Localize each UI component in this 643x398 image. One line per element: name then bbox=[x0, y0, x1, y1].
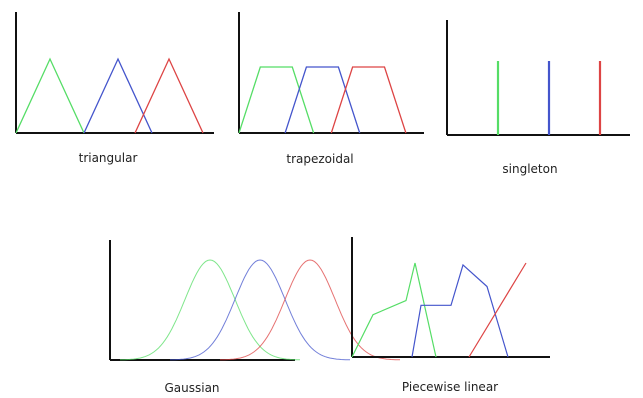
panel-gaussian bbox=[109, 240, 400, 361]
caption-trapezoidal: trapezoidal bbox=[286, 152, 354, 166]
singleton-curves bbox=[496, 61, 602, 135]
panel-piecewise-linear bbox=[351, 237, 550, 358]
caption-gaussian: Gaussian bbox=[164, 381, 220, 395]
piecewise-linear-curves bbox=[351, 262, 527, 358]
gaussian-blue-membership-curve bbox=[170, 259, 350, 361]
piecewise-linear-axes bbox=[351, 237, 550, 358]
caption-singleton: singleton bbox=[502, 162, 558, 176]
gaussian-curves bbox=[120, 259, 400, 361]
triangular-curves bbox=[15, 57, 204, 134]
triangular-red-membership-curve bbox=[134, 57, 204, 134]
singleton-axes bbox=[446, 20, 630, 136]
trapezoidal-blue-membership-curve bbox=[284, 66, 361, 134]
piecewise-linear-green-membership-curve bbox=[351, 262, 437, 358]
panel-trapezoidal bbox=[238, 12, 424, 134]
gaussian-red-membership-curve bbox=[220, 259, 400, 361]
gaussian-axes bbox=[109, 240, 295, 361]
triangular-blue-membership-curve bbox=[83, 57, 153, 134]
triangular-green-membership-curve bbox=[15, 57, 85, 134]
caption-triangular: triangular bbox=[78, 151, 138, 165]
piecewise-linear-blue-membership-curve bbox=[411, 263, 509, 358]
trapezoidal-red-membership-curve bbox=[330, 66, 407, 134]
panel-singleton bbox=[446, 20, 630, 136]
trapezoidal-axes bbox=[238, 12, 424, 134]
trapezoidal-curves bbox=[238, 66, 407, 134]
piecewise-linear-red-membership-curve bbox=[468, 262, 527, 358]
caption-piecewise-linear: Piecewise linear bbox=[401, 380, 499, 394]
trapezoidal-green-membership-curve bbox=[238, 66, 315, 134]
panel-triangular bbox=[15, 12, 214, 134]
gaussian-green-membership-curve bbox=[120, 259, 300, 361]
triangular-axes bbox=[15, 12, 214, 134]
